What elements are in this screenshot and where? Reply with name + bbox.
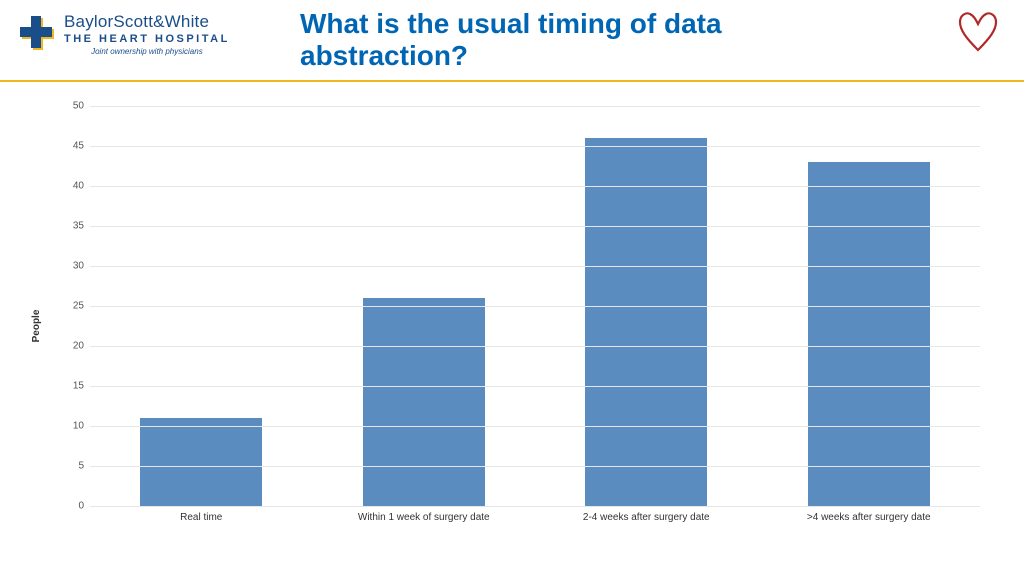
- y-tick-label: 35: [73, 221, 90, 232]
- logo-cross-icon: [20, 16, 56, 52]
- y-tick-label: 30: [73, 261, 90, 272]
- grid-line: [90, 186, 980, 187]
- x-tick-label: >4 weeks after surgery date: [807, 512, 931, 523]
- x-tick-label: Within 1 week of surgery date: [358, 512, 490, 523]
- y-tick-label: 0: [78, 501, 90, 512]
- bar: [585, 138, 707, 506]
- page-title: What is the usual timing of data abstrac…: [300, 8, 860, 72]
- plot-area: 05101520253035404550: [90, 106, 980, 506]
- y-tick-label: 50: [73, 101, 90, 112]
- header-rule: [0, 80, 1024, 82]
- grid-line: [90, 426, 980, 427]
- grid-line: [90, 226, 980, 227]
- y-axis-label: People: [31, 310, 42, 343]
- grid-line: [90, 106, 980, 107]
- logo-line1: BaylorScott&White: [64, 12, 230, 32]
- grid-line: [90, 146, 980, 147]
- y-tick-label: 10: [73, 421, 90, 432]
- header: BaylorScott&White THE HEART HOSPITAL Joi…: [0, 0, 1024, 80]
- logo-text: BaylorScott&White THE HEART HOSPITAL Joi…: [64, 12, 230, 56]
- y-tick-label: 15: [73, 381, 90, 392]
- y-tick-label: 20: [73, 341, 90, 352]
- y-tick-label: 40: [73, 181, 90, 192]
- y-tick-label: 5: [78, 461, 90, 472]
- grid-line: [90, 266, 980, 267]
- bar: [808, 162, 930, 506]
- x-tick-label: 2-4 weeks after surgery date: [583, 512, 710, 523]
- grid-line: [90, 466, 980, 467]
- logo-line2: THE HEART HOSPITAL: [64, 33, 230, 45]
- grid-line: [90, 506, 980, 507]
- heart-icon: [958, 10, 998, 59]
- bar-chart: People 05101520253035404550 Real timeWit…: [50, 96, 990, 556]
- logo-tagline: Joint ownership with physicians: [64, 47, 230, 56]
- x-axis-labels: Real time Within 1 week of surgery date 2-…: [90, 512, 980, 542]
- y-tick-label: 25: [73, 301, 90, 312]
- grid-line: [90, 306, 980, 307]
- grid-line: [90, 386, 980, 387]
- grid-line: [90, 346, 980, 347]
- y-tick-label: 45: [73, 141, 90, 152]
- bar: [140, 418, 262, 506]
- x-tick-label: Real time: [180, 512, 222, 523]
- bar: [363, 298, 485, 506]
- hospital-logo: BaylorScott&White THE HEART HOSPITAL Joi…: [20, 12, 230, 56]
